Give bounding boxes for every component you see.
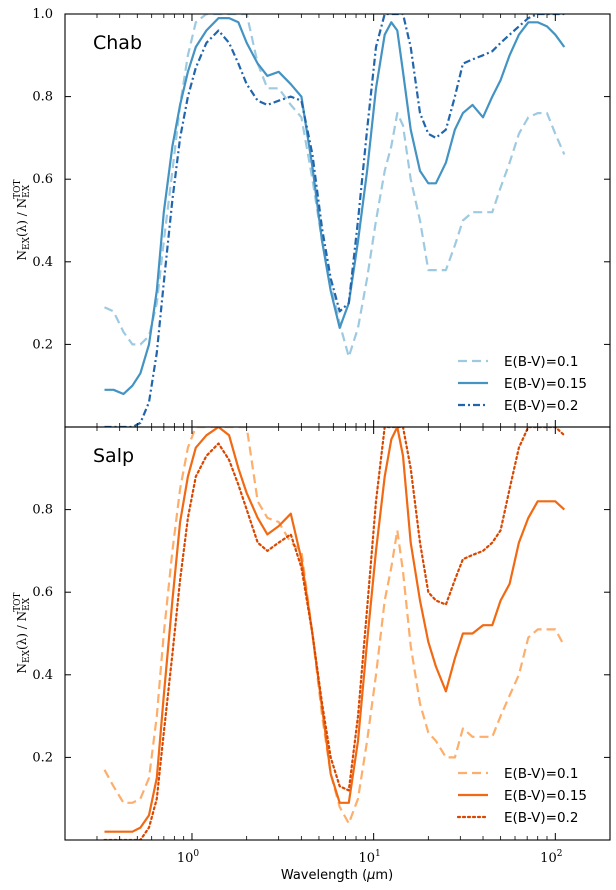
chab-legend-label: E(B-V)=0.2 — [504, 398, 578, 414]
salp-axes: 0.2 0.4 0.6 0.8 100 101 102 — [32, 426, 611, 866]
chab-y-tick-label: 0.4 — [32, 255, 53, 270]
chab-panel-title: Chab — [93, 32, 142, 54]
chab-y-axis-label: NEX(λ) / NEXTOT — [13, 180, 32, 261]
salp-panel-title: Salp — [93, 445, 134, 467]
salp-legend: E(B-V)=0.1 E(B-V)=0.15 E(B-V)=0.2 — [456, 766, 587, 826]
salp-y-tick-label: 0.2 — [32, 750, 53, 765]
salp-legend-label: E(B-V)=0.15 — [504, 788, 587, 804]
salp-series-1-line — [104, 427, 566, 833]
chab-legend: E(B-V)=0.1 E(B-V)=0.15 E(B-V)=0.2 — [458, 354, 587, 414]
chab-series-2-line — [104, 14, 565, 427]
salp-x-tick-label: 101 — [359, 849, 381, 866]
chab-series-0-line — [104, 14, 566, 358]
salp-x-tick-label: 102 — [540, 849, 562, 866]
salp-series-0-line — [103, 427, 566, 825]
chab-series-group — [104, 14, 566, 427]
chab-y-tick-label: 0.6 — [32, 172, 53, 187]
salp-y-axis-label: NEX(λ) / NEXTOT — [13, 593, 32, 674]
chab-y-tick-label: 1.0 — [32, 7, 53, 22]
salp-series-2-line — [103, 427, 566, 840]
salp-x-tick-label: 100 — [177, 849, 200, 866]
salp-series-group — [103, 427, 566, 840]
salp-legend-label: E(B-V)=0.1 — [504, 766, 578, 782]
salp-axes-frame — [64, 426, 611, 841]
chab-y-tick-label: 0.2 — [32, 337, 53, 352]
chab-panel: 0.20.40.60.81.0 Chab E(B-V)=0.1E(B-V)=0.… — [32, 7, 611, 428]
chab-legend-label: E(B-V)=0.1 — [504, 354, 578, 370]
salp-y-tick-label: 0.4 — [32, 668, 53, 683]
x-axis-label: Wavelength (μm) — [281, 868, 393, 883]
salp-legend-label: E(B-V)=0.2 — [504, 810, 578, 826]
chab-legend-label: E(B-V)=0.15 — [504, 376, 587, 392]
salp-y-tick-label: 0.6 — [32, 585, 53, 600]
salp-y-tick-label: 0.8 — [32, 503, 53, 518]
chab-series-1-line — [104, 17, 566, 396]
chab-y-tick-label: 0.8 — [32, 90, 53, 105]
